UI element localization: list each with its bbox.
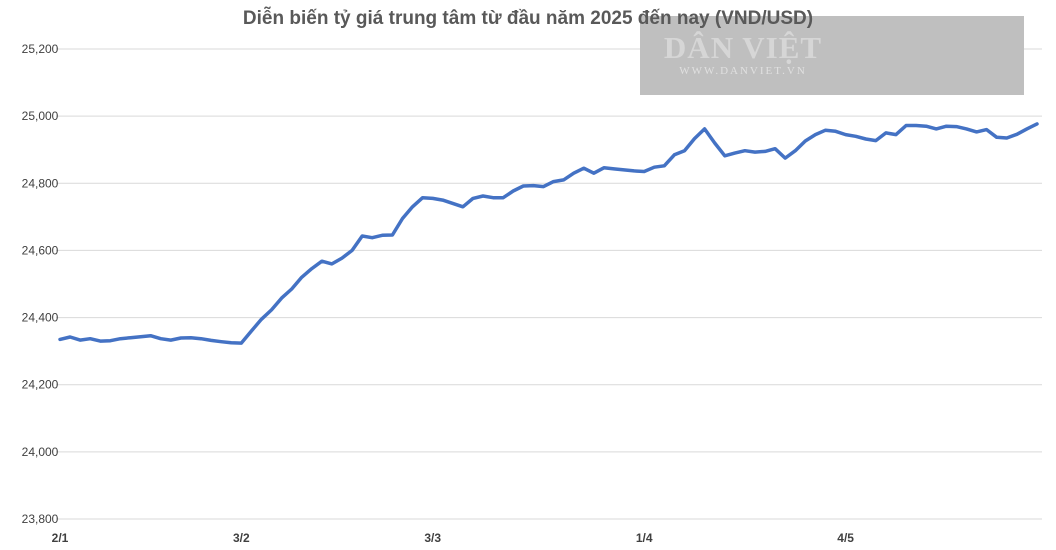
y-tick-label: 25,200 — [22, 42, 59, 56]
chart-title: Diễn biến tỷ giá trung tâm từ đầu năm 20… — [243, 7, 813, 29]
y-tick-label: 23,800 — [22, 512, 59, 526]
x-tick-label: 3/2 — [233, 531, 250, 545]
y-tick-label: 24,400 — [22, 311, 59, 325]
y-axis-ticks: 23,800 24,000 24,200 24,400 24,600 24,800 25,0… — [22, 42, 59, 526]
watermark: DÂN VIỆT WWW.DANVIET.VN — [640, 16, 1024, 95]
watermark-url: WWW.DANVIET.VN — [679, 65, 807, 77]
y-tick-label: 24,800 — [22, 176, 59, 190]
x-tick-label: 4/5 — [837, 531, 854, 545]
y-tick-label: 24,600 — [22, 243, 59, 257]
y-tick-label: 25,000 — [22, 109, 59, 123]
watermark-logo: DÂN VIỆT — [664, 30, 822, 65]
series-line — [58, 122, 1039, 345]
y-tick-label: 24,200 — [22, 378, 59, 392]
x-tick-label: 3/3 — [424, 531, 441, 545]
x-tick-label: 2/1 — [52, 531, 69, 545]
watermark-box — [640, 16, 1024, 95]
y-tick-label: 24,000 — [22, 445, 59, 459]
x-axis-ticks: 2/1 3/2 3/3 1/4 4/5 — [52, 531, 855, 545]
x-tick-label: 1/4 — [636, 531, 653, 545]
